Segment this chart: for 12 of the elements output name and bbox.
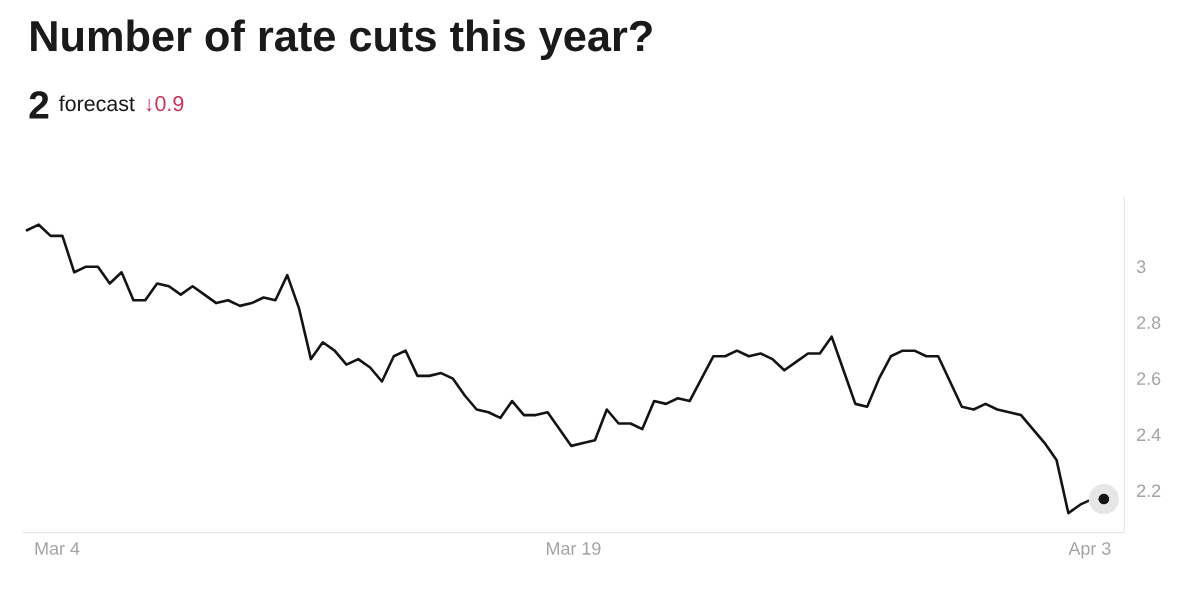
chart-title: Number of rate cuts this year?	[31, 19, 652, 60]
text: ↓0.9	[146, 96, 184, 112]
x-tick-label: Mar 19	[547, 542, 601, 555]
x-tick-label: Apr 3	[1068, 542, 1111, 559]
y-tick-label: 3	[1136, 260, 1146, 274]
text: forecast	[59, 95, 135, 112]
y-tick-label: 2.8	[1137, 316, 1161, 330]
x-tick-label: Mar 4	[35, 542, 80, 555]
y-tick-label: 2.2	[1137, 484, 1161, 497]
y-tick-label: 2.6	[1137, 372, 1161, 386]
text: 2	[29, 91, 49, 119]
y-tick-label: 2.4	[1137, 428, 1161, 441]
